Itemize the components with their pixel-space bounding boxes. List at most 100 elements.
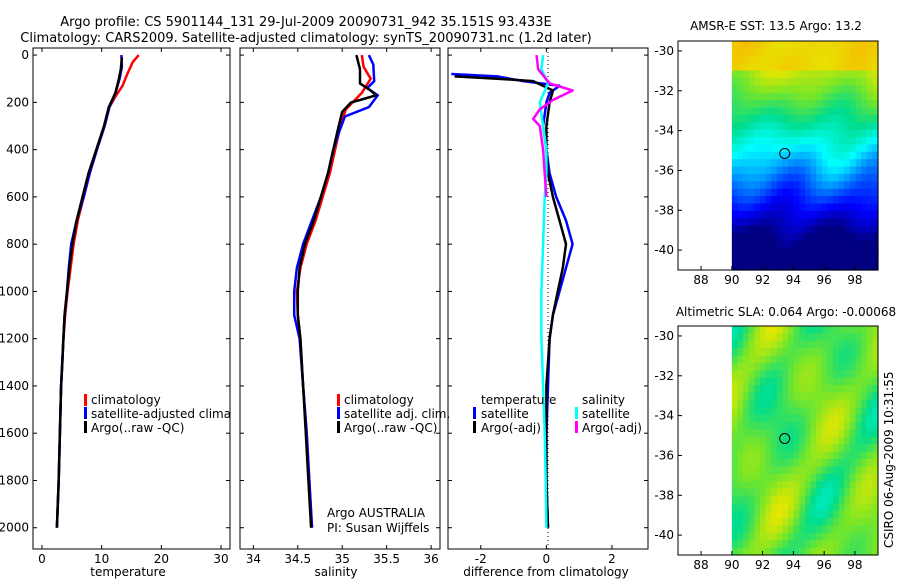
legend-label-satellite: satellite adj. clim. <box>344 407 450 421</box>
map-cell <box>855 137 862 146</box>
map-cell <box>748 247 755 256</box>
map-cell <box>754 348 761 357</box>
map-cell <box>838 225 845 234</box>
legend-label-argo: Argo(..raw -QC) <box>91 421 184 435</box>
map-cell <box>810 70 817 79</box>
map-cell <box>793 41 800 49</box>
map-cell <box>816 166 823 175</box>
map-cell <box>765 407 772 416</box>
map-cell <box>737 407 744 416</box>
map-cell <box>816 340 823 349</box>
map-cell <box>731 422 739 431</box>
map-cell <box>765 255 772 264</box>
series-line <box>296 54 378 528</box>
map-cell <box>855 333 862 342</box>
map-cell <box>855 77 862 86</box>
map-cell <box>861 196 868 205</box>
map-cell <box>771 414 778 423</box>
map-cell <box>788 70 795 79</box>
map-cell <box>872 137 879 146</box>
map-cell <box>771 525 778 534</box>
map-cell <box>838 203 845 212</box>
map-cell <box>861 333 868 342</box>
map-cell <box>737 188 744 197</box>
map-cell <box>776 247 784 256</box>
map-cell <box>776 137 784 146</box>
map-cell <box>833 466 840 475</box>
map-cell <box>827 466 834 475</box>
map-cell <box>743 429 750 438</box>
map-cell <box>861 458 868 467</box>
map-cell <box>776 355 784 364</box>
map-cell <box>827 218 834 227</box>
map-cell <box>827 262 834 271</box>
map-cell <box>799 451 806 460</box>
map-cell <box>771 392 778 401</box>
map-cell <box>833 399 840 408</box>
map-cell <box>838 399 845 408</box>
sla-argo-location-marker <box>779 433 791 444</box>
map-cell <box>855 166 862 175</box>
map-cell <box>743 399 750 408</box>
map-cell <box>855 503 862 512</box>
map-cell <box>816 495 823 504</box>
map-cell <box>759 122 767 131</box>
map-cell <box>849 247 857 256</box>
map-cell <box>872 203 879 212</box>
map-cell <box>838 122 845 131</box>
map-cell <box>827 255 834 264</box>
salinity-profiles <box>292 54 380 528</box>
map-cell <box>743 458 750 467</box>
map-cell <box>849 362 857 371</box>
map-cell <box>793 181 800 190</box>
map-cell <box>776 196 784 205</box>
map-cell <box>759 510 767 519</box>
map-cell <box>782 100 789 109</box>
map-cell <box>731 326 739 334</box>
map-cell <box>833 63 840 72</box>
map-cell <box>731 70 739 79</box>
map-cell <box>754 181 761 190</box>
map-cell <box>776 85 784 94</box>
map-y-tick-label: -38 <box>654 203 674 217</box>
map-cell <box>838 166 845 175</box>
map-cell <box>776 481 784 490</box>
map-cell <box>788 481 795 490</box>
map-cell <box>849 77 857 86</box>
map-cell <box>838 114 845 123</box>
map-cell <box>872 370 879 379</box>
map-cell <box>765 63 772 72</box>
map-cell <box>771 436 778 445</box>
map-cell <box>765 144 772 153</box>
map-cell <box>833 429 840 438</box>
map-cell <box>754 70 761 79</box>
map-cell <box>816 532 823 541</box>
map-cell <box>833 495 840 504</box>
map-cell <box>816 188 823 197</box>
map-cell <box>861 399 868 408</box>
map-cell <box>833 122 840 131</box>
map-cell <box>816 255 823 264</box>
map-cell <box>771 370 778 379</box>
map-cell <box>754 144 761 153</box>
salinity-axis-ticks: 34 34.5 35 35.5 36 <box>246 48 439 566</box>
map-cell <box>821 210 829 219</box>
map-cell <box>793 540 800 549</box>
map-cell <box>782 436 789 445</box>
map-cell <box>771 41 778 49</box>
map-cell <box>861 362 868 371</box>
depth-tick-label: 1800 <box>0 473 29 487</box>
map-cell <box>827 473 834 482</box>
map-cell <box>810 525 817 534</box>
map-cell <box>771 362 778 371</box>
map-cell <box>776 340 784 349</box>
map-cell <box>771 92 778 101</box>
map-cell <box>821 532 829 541</box>
map-cell <box>816 525 823 534</box>
map-cell <box>844 407 851 416</box>
map-cell <box>731 262 739 271</box>
map-cell <box>821 151 829 160</box>
map-cell <box>771 473 778 482</box>
map-cell <box>821 100 829 109</box>
map-cell <box>743 451 750 460</box>
